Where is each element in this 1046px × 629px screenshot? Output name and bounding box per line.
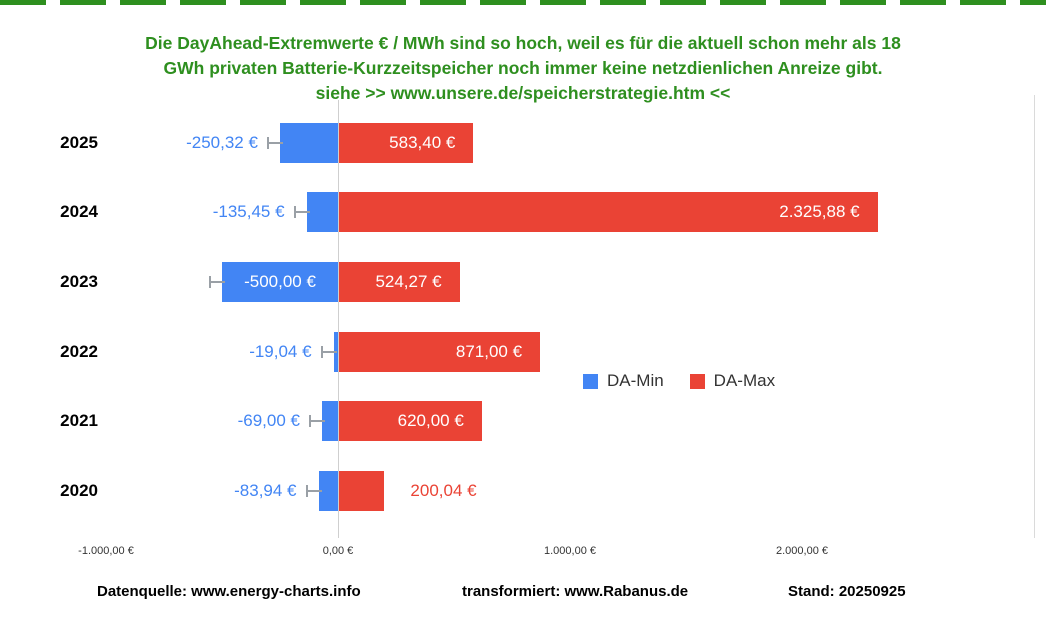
error-whisker-line bbox=[293, 211, 310, 214]
bar-da-max bbox=[339, 262, 460, 302]
value-label-da-max: 871,00 € bbox=[455, 341, 523, 361]
footer-stand: Stand: 20250925 bbox=[788, 583, 906, 600]
bar-da-max bbox=[339, 470, 385, 511]
chart-title-line3: siehe >> www.unsere.de/speicherstrategie… bbox=[315, 83, 731, 103]
error-whisker-line bbox=[320, 350, 337, 353]
x-tick-label: 1.000,00 € bbox=[544, 545, 596, 557]
year-label: 2023 bbox=[60, 272, 98, 291]
value-label-da-max: 2.325,88 € bbox=[779, 202, 860, 222]
value-label-da-max: 620,00 € bbox=[397, 411, 464, 431]
dashed-top-border bbox=[0, 0, 1046, 5]
bar-da-min bbox=[321, 401, 338, 442]
year-label: 2020 bbox=[60, 480, 98, 500]
legend-swatch-min bbox=[583, 373, 598, 389]
value-label-da-min: -83,94 € bbox=[234, 480, 297, 500]
x-tick-label: 0,00 € bbox=[322, 545, 354, 557]
legend-label-max: DA-Max bbox=[713, 371, 776, 390]
bar-da-max bbox=[339, 401, 482, 442]
value-label-da-min: -19,04 € bbox=[249, 341, 312, 361]
zero-axis-line bbox=[338, 100, 339, 538]
bar-da-min bbox=[306, 192, 338, 233]
year-label: 2021 bbox=[60, 411, 98, 431]
footer-transformed: transformiert: www.Rabanus.de bbox=[462, 583, 689, 600]
value-label-da-min: -500,00 € bbox=[244, 272, 316, 291]
value-label-da-min: -135,45 € bbox=[212, 202, 285, 222]
error-whisker-line bbox=[308, 420, 325, 423]
year-label: 2025 bbox=[60, 132, 98, 152]
legend-label-min: DA-Min bbox=[607, 371, 664, 390]
value-label-da-max: 200,04 € bbox=[410, 480, 477, 500]
error-whisker-line bbox=[209, 281, 225, 283]
bar-da-max bbox=[339, 192, 878, 233]
chart-title-line2: GWh privaten Batterie-Kurzzeitspeicher n… bbox=[163, 58, 883, 78]
legend-item-da-min: DA-Min bbox=[583, 371, 664, 391]
error-whisker-line bbox=[266, 141, 283, 144]
bar-da-min bbox=[318, 470, 338, 511]
year-label: 2022 bbox=[60, 341, 98, 361]
footer-datasource: Datenquelle: www.energy-charts.info bbox=[97, 583, 361, 600]
plot-right-border bbox=[1034, 95, 1035, 538]
footer: Datenquelle: www.energy-charts.info tran… bbox=[0, 583, 1046, 607]
chart-title-line1: Die DayAhead-Extremwerte € / MWh sind so… bbox=[145, 33, 901, 53]
bar-da-min bbox=[222, 262, 338, 302]
chart-title: Die DayAhead-Extremwerte € / MWh sind so… bbox=[0, 31, 1046, 106]
year-label: 2024 bbox=[60, 202, 98, 222]
value-label-da-max: 583,40 € bbox=[389, 132, 456, 152]
bar-da-max bbox=[339, 331, 541, 372]
legend-swatch-max bbox=[689, 373, 705, 389]
x-tick-label: 2.000,00 € bbox=[776, 545, 828, 557]
legend: DA-Min DA-Max bbox=[583, 371, 775, 391]
value-label-da-max: 524,27 € bbox=[375, 272, 442, 291]
x-tick-label: -1.000,00 € bbox=[78, 545, 134, 557]
value-label-da-min: -69,00 € bbox=[237, 411, 300, 431]
legend-item-da-max: DA-Max bbox=[689, 371, 776, 391]
bar-da-min bbox=[279, 122, 338, 163]
error-whisker-line bbox=[305, 489, 322, 492]
bar-da-max bbox=[339, 122, 474, 163]
value-label-da-min: -250,32 € bbox=[186, 132, 258, 152]
